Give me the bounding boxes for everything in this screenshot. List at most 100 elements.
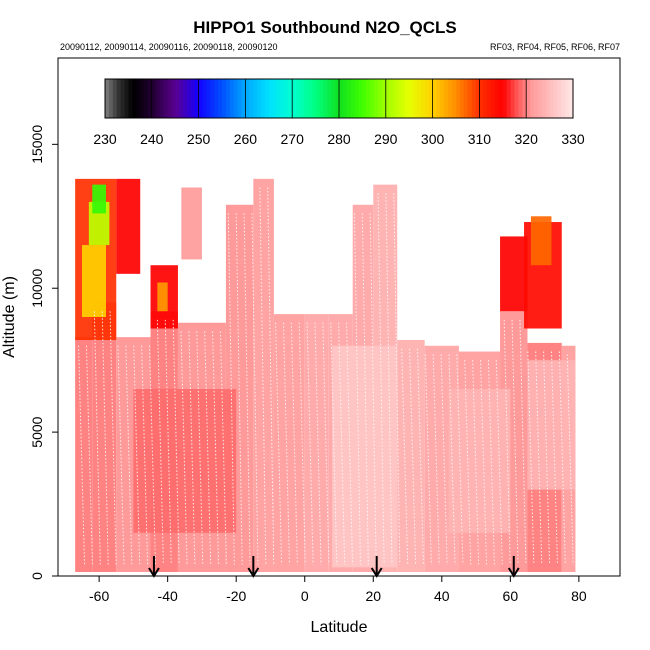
colorbar-segment — [147, 79, 153, 118]
colorbar-segment — [514, 79, 519, 118]
heatmap-patch — [181, 187, 202, 260]
heatmap-layer — [75, 178, 576, 572]
colorbar-segment — [105, 79, 110, 118]
colorbar-segment — [284, 79, 289, 118]
flight-track-streak — [204, 331, 212, 565]
colorbar-segment — [541, 79, 547, 118]
heatmap-column — [397, 340, 425, 572]
colorbar-tick-label: 320 — [515, 131, 539, 147]
colorbar-segment — [569, 79, 574, 118]
colorbar-segment — [495, 79, 500, 118]
x-tick-label: -20 — [226, 588, 246, 604]
colorbar-segment — [510, 79, 516, 118]
colorbar-segment — [362, 79, 367, 118]
colorbar-segment — [202, 79, 207, 118]
colorbar-segment — [366, 79, 371, 118]
flight-track-streak — [196, 331, 204, 565]
colorbar-segment — [288, 79, 293, 118]
colorbar-segment — [155, 79, 161, 118]
flight-track-streak — [480, 360, 488, 565]
colorbar-segment — [401, 79, 406, 118]
colorbar-segment — [358, 79, 363, 118]
x-axis-label: Latitude — [311, 619, 368, 636]
colorbar-segment — [108, 79, 114, 118]
colorbar-segment — [179, 79, 184, 118]
colorbar-segment — [303, 79, 309, 118]
flight-track-streak — [550, 351, 558, 565]
chart-subtitle-flights: RF03, RF04, RF05, RF06, RF07 — [489, 42, 620, 52]
colorbar-segment — [132, 79, 137, 118]
flight-track-streak — [93, 311, 101, 565]
flight-track-streak — [353, 213, 361, 565]
colorbar-segment — [112, 79, 118, 118]
flight-track-streak — [424, 354, 432, 565]
colorbar-segment — [151, 79, 157, 118]
flight-track-streak — [243, 213, 251, 565]
flight-track-streak — [503, 319, 511, 565]
flight-track-streak — [456, 354, 464, 565]
flight-track-streak — [133, 345, 141, 565]
colorbar-segment — [498, 79, 504, 118]
colorbar-segment — [534, 79, 539, 118]
flight-track-streak — [141, 345, 149, 565]
flight-track-streak — [448, 354, 456, 565]
colorbar-segment — [409, 79, 414, 118]
colorbar-segment — [385, 79, 391, 118]
colorbar-segment — [206, 79, 211, 118]
colorbar-segment — [186, 79, 192, 118]
flight-track-streak — [109, 311, 117, 565]
colorbar-segment — [198, 79, 204, 118]
colorbar-segment — [222, 79, 227, 118]
x-tick-label: 40 — [434, 588, 450, 604]
colorbar-segment — [397, 79, 402, 118]
colorbar-segment — [452, 79, 457, 118]
colorbar-segment — [502, 79, 508, 118]
colorbar-segment — [253, 79, 258, 118]
colorbar-segment — [229, 79, 235, 118]
flight-track-streak — [558, 351, 566, 565]
colorbar-segment — [557, 79, 562, 118]
colorbar-segment — [405, 79, 410, 118]
colorbar-segment — [331, 79, 336, 118]
heatmap-patch — [530, 216, 552, 266]
flight-track-streak — [385, 193, 393, 565]
colorbar-tick-label: 280 — [327, 131, 351, 147]
flight-track-streak — [172, 319, 180, 565]
chart-title: HIPPO1 Southbound N2O_QCLS — [193, 18, 457, 37]
flight-track-streak — [472, 360, 480, 565]
colorbar-segment — [506, 79, 512, 118]
flight-track-streak — [101, 311, 109, 565]
colorbar-segment — [518, 79, 523, 118]
colorbar-segment — [393, 79, 399, 118]
flight-track-streak — [511, 319, 519, 565]
x-tick-label: 60 — [503, 588, 519, 604]
colorbar-segment — [565, 79, 570, 118]
colorbar-tick-label: 250 — [187, 131, 211, 147]
colorbar-segment — [354, 79, 360, 118]
colorbar-segment — [491, 79, 496, 118]
colorbar-segment — [381, 79, 387, 118]
flight-track-streak — [251, 213, 259, 565]
colorbar-segment — [120, 79, 126, 118]
colorbar-segment — [237, 79, 243, 118]
colorbar-segment — [483, 79, 488, 118]
colorbar-segment — [436, 79, 441, 118]
y-axis-label: Altitude (m) — [1, 276, 18, 358]
colorbar-segment — [116, 79, 122, 118]
colorbar: 230 240 250 260 270 280 290 300 310 320 330 — [93, 78, 585, 147]
colorbar-segment — [335, 79, 340, 118]
colorbar-segment — [261, 79, 266, 118]
colorbar-segment — [233, 79, 239, 118]
colorbar-segment — [471, 79, 477, 118]
colorbar-segment — [467, 79, 473, 118]
colorbar-segment — [444, 79, 449, 118]
colorbar-segment — [553, 79, 558, 118]
colorbar-segment — [159, 79, 165, 118]
flight-track-streak — [117, 345, 125, 565]
flight-track-streak — [227, 213, 235, 565]
colorbar-segment — [479, 79, 484, 118]
colorbar-segment — [459, 79, 465, 118]
colorbar-segment — [456, 79, 461, 118]
colorbar-segment — [272, 79, 278, 118]
flight-track-streak — [566, 354, 574, 565]
